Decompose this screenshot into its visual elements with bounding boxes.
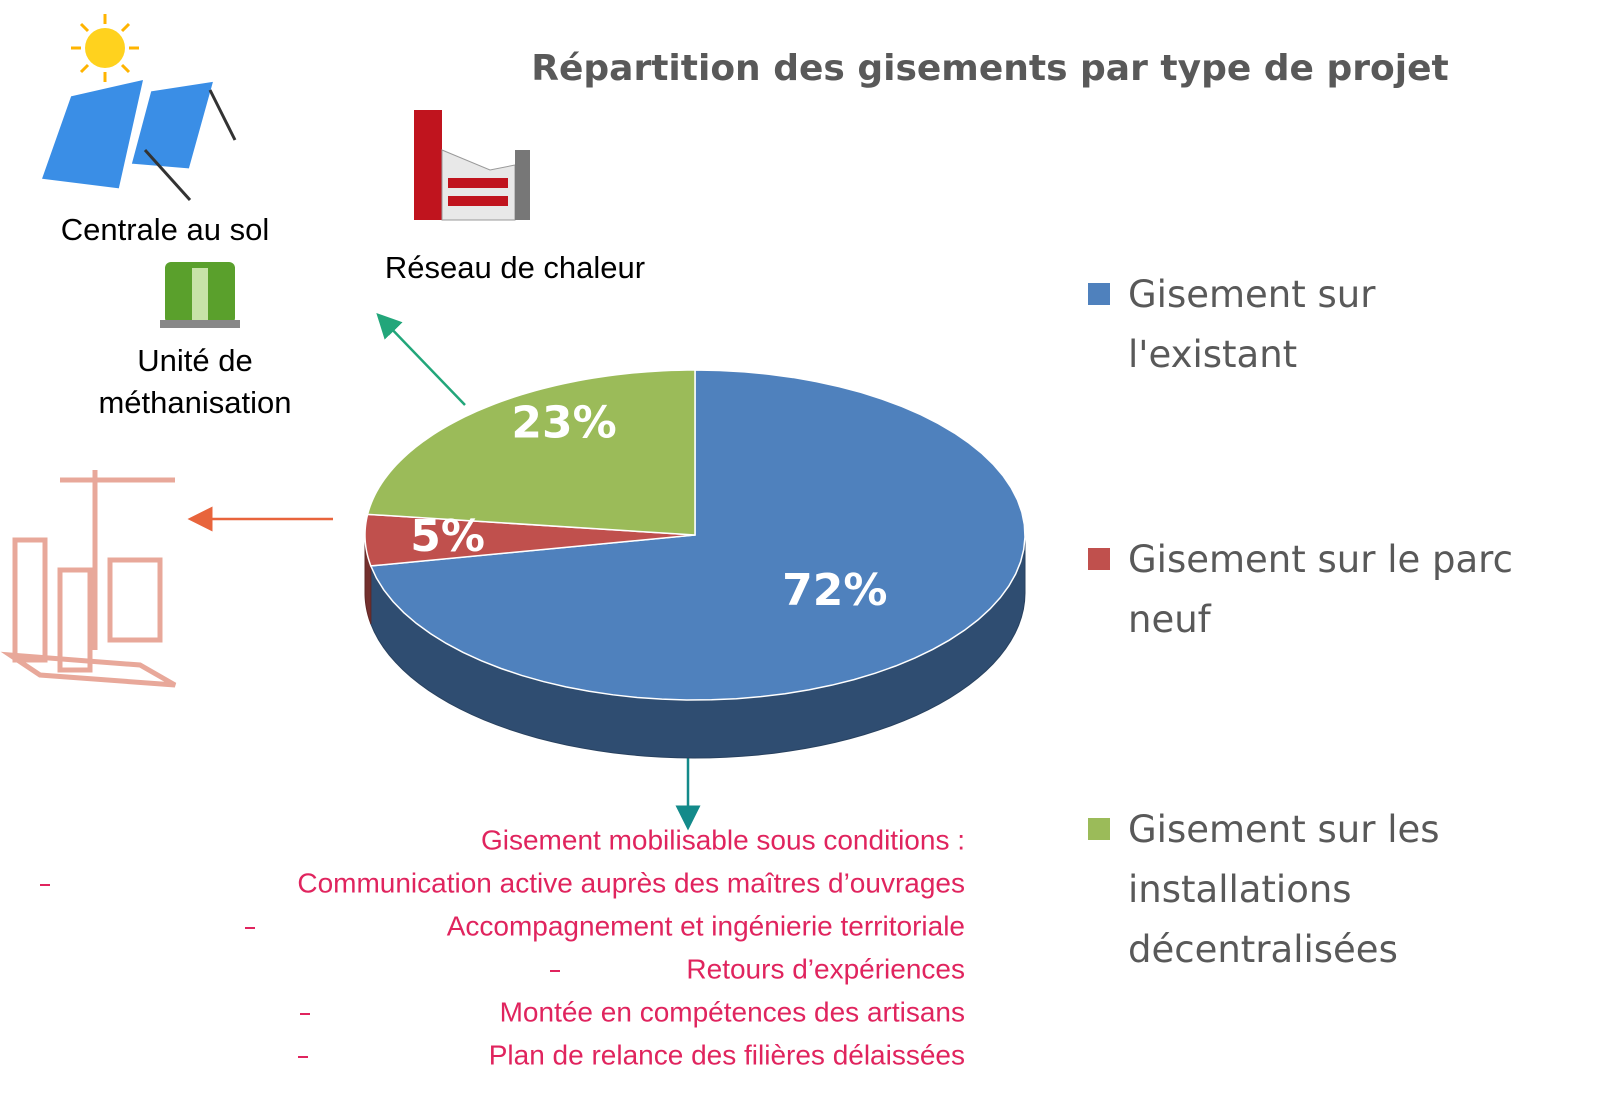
factory-icon <box>414 110 530 221</box>
legend-swatch <box>1088 283 1110 305</box>
conditions-title: Gisement mobilisable sous conditions : <box>481 824 965 855</box>
condition-item: Retours d’expériences <box>686 953 965 984</box>
condition-item: Accompagnement et ingénierie territorial… <box>447 910 965 941</box>
annotation: Unité de méthanisation <box>98 343 292 420</box>
condition-item: Montée en compétences des artisans <box>500 996 965 1027</box>
legend-label: Gisement sur les installations décentral… <box>1128 808 1440 971</box>
annotation-box: Unité de méthanisation <box>98 343 292 420</box>
legend-swatch <box>1088 548 1110 570</box>
construction-icon <box>0 470 177 688</box>
legend-label: Gisement sur le parc neuf <box>1128 538 1513 641</box>
conditions-list: Communication active auprès des maîtres … <box>40 867 965 1070</box>
slice <box>369 369 1026 701</box>
chart-title: Répartition des gisements par type de pr… <box>531 48 1448 89</box>
annotation: Réseau de chaleur <box>385 250 645 285</box>
annotation: Centrale au sol <box>61 212 270 247</box>
arrow <box>376 313 466 406</box>
legend-swatch <box>1088 818 1110 840</box>
pie: 72% 5% 23% <box>364 369 1026 759</box>
condition-item: Plan de relance des filières délaissées <box>489 1039 965 1070</box>
data-label: 72% <box>782 565 887 616</box>
slice <box>366 369 696 536</box>
solar-icon <box>37 14 237 202</box>
digester-icon <box>160 262 240 328</box>
data-label: 5% <box>410 511 485 562</box>
data-label: 23% <box>511 398 616 449</box>
slice <box>364 513 696 567</box>
condition-item: Communication active auprès des maîtres … <box>297 867 965 898</box>
legend-label: Gisement sur l'existant <box>1128 273 1376 376</box>
